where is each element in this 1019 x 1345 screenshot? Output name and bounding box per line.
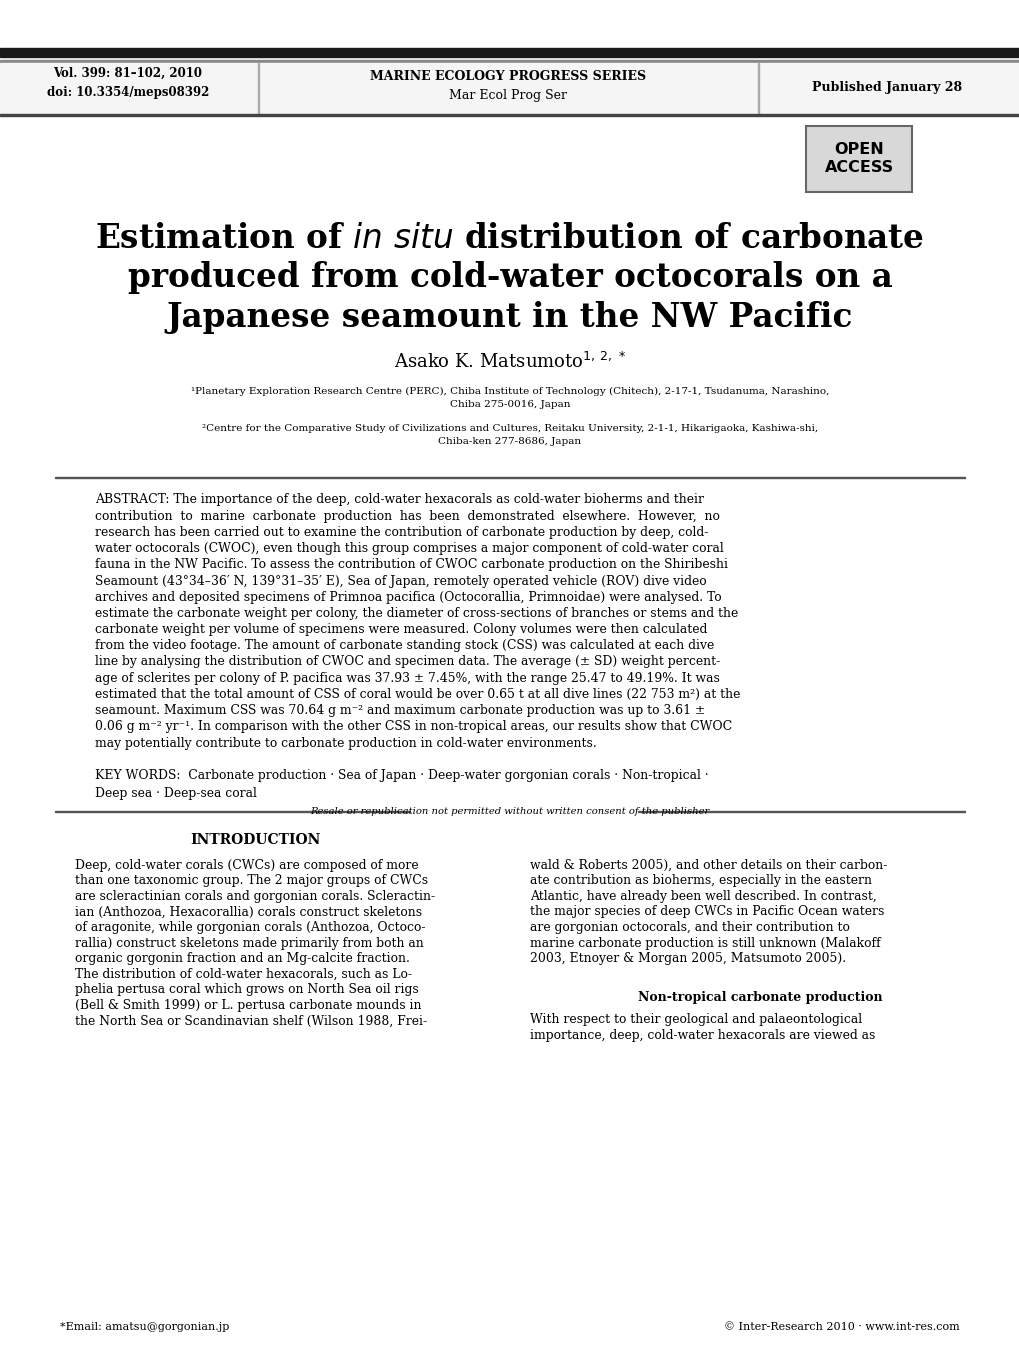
Text: wald & Roberts 2005), and other details on their carbon-: wald & Roberts 2005), and other details … xyxy=(530,858,887,872)
Text: ABSTRACT: The importance of the deep, cold-water hexacorals as cold-water bioher: ABSTRACT: The importance of the deep, co… xyxy=(95,494,703,507)
Bar xyxy=(0,114,1019,116)
Text: than one taxonomic group. The 2 major groups of CWCs: than one taxonomic group. The 2 major gr… xyxy=(75,874,428,888)
Text: *Email: amatsu@gorgonian.jp: *Email: amatsu@gorgonian.jp xyxy=(60,1322,229,1332)
Text: are gorgonian octocorals, and their contribution to: are gorgonian octocorals, and their cont… xyxy=(530,921,849,933)
Text: OPEN: OPEN xyxy=(834,141,883,156)
Text: produced from cold-water octocorals on a: produced from cold-water octocorals on a xyxy=(127,261,892,295)
Text: Japanese seamount in the NW Pacific: Japanese seamount in the NW Pacific xyxy=(167,301,852,335)
Text: seamount. Maximum CSS was 70.64 g m⁻² and maximum carbonate production was up to: seamount. Maximum CSS was 70.64 g m⁻² an… xyxy=(95,703,704,717)
Text: ate contribution as bioherms, especially in the eastern: ate contribution as bioherms, especially… xyxy=(530,874,871,888)
Text: age of sclerites per colony of P. pacifica was 37.93 ± 7.45%, with the range 25.: age of sclerites per colony of P. pacifi… xyxy=(95,671,719,685)
Text: Atlantic, have already been well described. In contrast,: Atlantic, have already been well describ… xyxy=(530,889,876,902)
Text: © Inter-Research 2010 · www.int-res.com: © Inter-Research 2010 · www.int-res.com xyxy=(723,1322,959,1332)
Text: importance, deep, cold-water hexacorals are viewed as: importance, deep, cold-water hexacorals … xyxy=(530,1029,874,1042)
Bar xyxy=(258,63,259,116)
Text: Mar Ecol Prog Ser: Mar Ecol Prog Ser xyxy=(448,90,567,102)
Text: MARINE ECOLOGY PROGRESS SERIES: MARINE ECOLOGY PROGRESS SERIES xyxy=(370,70,645,82)
Text: 2003, Etnoyer & Morgan 2005, Matsumoto 2005).: 2003, Etnoyer & Morgan 2005, Matsumoto 2… xyxy=(530,952,846,966)
Text: Estimation of $\mathbf{\mathit{in\ situ}}$ distribution of carbonate: Estimation of $\mathbf{\mathit{in\ situ}… xyxy=(96,222,923,254)
Text: estimate the carbonate weight per colony, the diameter of cross-sections of bran: estimate the carbonate weight per colony… xyxy=(95,607,738,620)
Text: contribution  to  marine  carbonate  production  has  been  demonstrated  elsewh: contribution to marine carbonate product… xyxy=(95,510,719,523)
Text: INTRODUCTION: INTRODUCTION xyxy=(190,833,320,847)
Text: Asako K. Matsumoto$^{1,\,2,\,*}$: Asako K. Matsumoto$^{1,\,2,\,*}$ xyxy=(393,352,626,373)
Text: Non-tropical carbonate production: Non-tropical carbonate production xyxy=(637,991,881,1005)
Text: estimated that the total amount of CSS of coral would be over 0.65 t at all dive: estimated that the total amount of CSS o… xyxy=(95,687,740,701)
Text: the major species of deep CWCs in Pacific Ocean waters: the major species of deep CWCs in Pacifi… xyxy=(530,905,883,919)
Text: 0.06 g m⁻² yr⁻¹. In comparison with the other CSS in non-tropical areas, our res: 0.06 g m⁻² yr⁻¹. In comparison with the … xyxy=(95,721,732,733)
Text: Published January 28: Published January 28 xyxy=(811,81,961,94)
Text: KEY WORDS:  Carbonate production · Sea of Japan · Deep-water gorgonian corals · : KEY WORDS: Carbonate production · Sea of… xyxy=(95,769,708,800)
Text: are scleractinian corals and gorgonian corals. Scleractin-: are scleractinian corals and gorgonian c… xyxy=(75,889,435,902)
Text: from the video footage. The amount of carbonate standing stock (CSS) was calcula: from the video footage. The amount of ca… xyxy=(95,639,713,652)
Bar xyxy=(757,63,759,116)
Bar xyxy=(0,63,1019,116)
Text: organic gorgonin fraction and an Mg-calcite fraction.: organic gorgonin fraction and an Mg-calc… xyxy=(75,952,410,966)
Text: Deep, cold-water corals (CWCs) are composed of more: Deep, cold-water corals (CWCs) are compo… xyxy=(75,858,418,872)
Text: Vol. 399: 81–102, 2010
doi: 10.3354/meps08392: Vol. 399: 81–102, 2010 doi: 10.3354/meps… xyxy=(47,67,209,100)
Text: ACCESS: ACCESS xyxy=(823,160,893,175)
Text: archives and deposited specimens of Primnoa pacifica (Octocorallia, Primnoidae) : archives and deposited specimens of Prim… xyxy=(95,590,720,604)
Text: of aragonite, while gorgonian corals (Anthozoa, Octoco-: of aragonite, while gorgonian corals (An… xyxy=(75,921,425,933)
Text: (Bell & Smith 1999) or L. pertusa carbonate mounds in: (Bell & Smith 1999) or L. pertusa carbon… xyxy=(75,999,421,1011)
Text: fauna in the NW Pacific. To assess the contribution of CWOC carbonate production: fauna in the NW Pacific. To assess the c… xyxy=(95,558,728,572)
Text: ²Centre for the Comparative Study of Civilizations and Cultures, Reitaku Univers: ²Centre for the Comparative Study of Civ… xyxy=(202,424,817,445)
Bar xyxy=(0,61,1019,63)
Text: rallia) construct skeletons made primarily from both an: rallia) construct skeletons made primari… xyxy=(75,936,423,950)
Text: phelia pertusa coral which grows on North Sea oil rigs: phelia pertusa coral which grows on Nort… xyxy=(75,983,419,997)
Text: With respect to their geological and palaeontological: With respect to their geological and pal… xyxy=(530,1013,861,1026)
Text: ian (Anthozoa, Hexacorallia) corals construct skeletons: ian (Anthozoa, Hexacorallia) corals cons… xyxy=(75,905,422,919)
Text: The distribution of cold-water hexacorals, such as Lo-: The distribution of cold-water hexacoral… xyxy=(75,967,412,981)
Bar xyxy=(0,48,1019,56)
Text: line by analysing the distribution of CWOC and specimen data. The average (± SD): line by analysing the distribution of CW… xyxy=(95,655,719,668)
Text: marine carbonate production is still unknown (Malakoff: marine carbonate production is still unk… xyxy=(530,936,879,950)
Text: carbonate weight per volume of specimens were measured. Colony volumes were then: carbonate weight per volume of specimens… xyxy=(95,623,707,636)
Text: Resale or republication not permitted without written consent of the publisher: Resale or republication not permitted wi… xyxy=(310,807,709,816)
Text: Seamount (43°34–36′ N, 139°31–35′ E), Sea of Japan, remotely operated vehicle (R: Seamount (43°34–36′ N, 139°31–35′ E), Se… xyxy=(95,574,706,588)
Text: the North Sea or Scandinavian shelf (Wilson 1988, Frei-: the North Sea or Scandinavian shelf (Wil… xyxy=(75,1014,427,1028)
FancyBboxPatch shape xyxy=(805,126,911,192)
Text: research has been carried out to examine the contribution of carbonate productio: research has been carried out to examine… xyxy=(95,526,707,539)
Text: may potentially contribute to carbonate production in cold-water environments.: may potentially contribute to carbonate … xyxy=(95,737,596,749)
Text: water octocorals (CWOC), even though this group comprises a major component of c: water octocorals (CWOC), even though thi… xyxy=(95,542,723,555)
Text: ¹Planetary Exploration Research Centre (PERC), Chiba Institute of Technology (Ch: ¹Planetary Exploration Research Centre (… xyxy=(191,387,828,409)
